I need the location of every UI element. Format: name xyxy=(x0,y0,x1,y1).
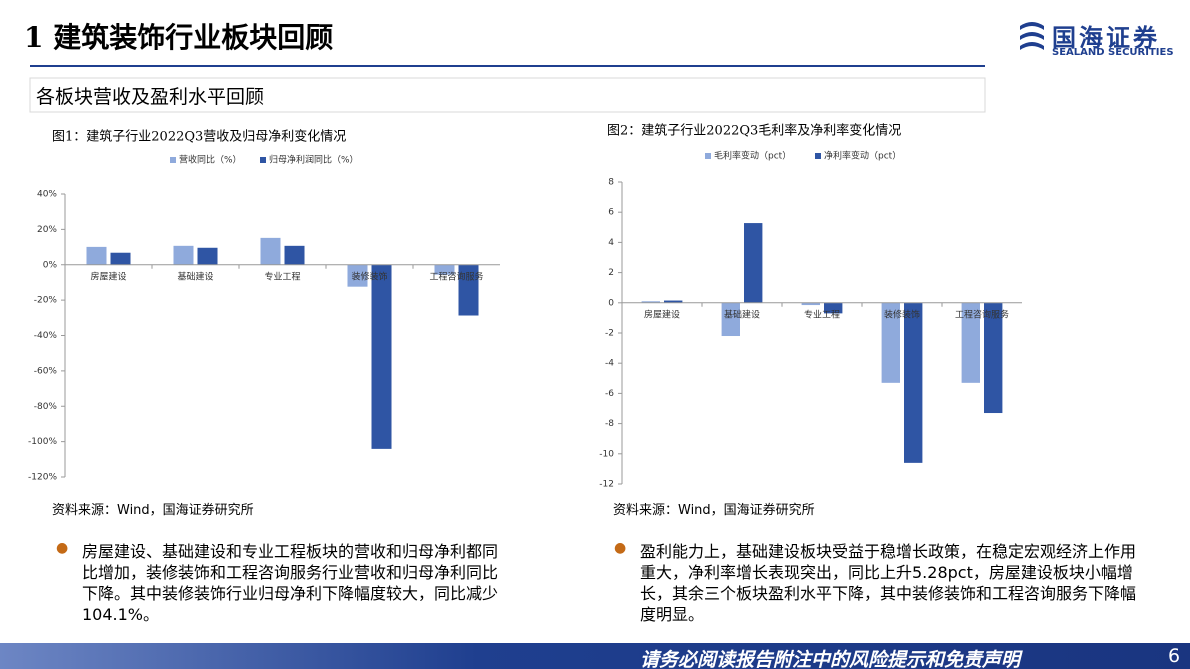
y-tick-label: -80% xyxy=(34,402,58,412)
x-tick-label: 装修装饰 xyxy=(884,308,920,320)
y-tick-label: -20% xyxy=(34,296,58,306)
y-tick-label: -12 xyxy=(599,480,614,490)
section-title: 各板块营收及盈利水平回顾 xyxy=(36,86,265,108)
chart-title: 图1：建筑子行业2022Q3营收及归母净利变化情况 xyxy=(52,129,346,145)
bullet-dot: ● xyxy=(614,540,627,556)
bar xyxy=(197,247,218,265)
y-tick-label: 0 xyxy=(608,298,614,308)
legend-label: 营收同比（%） xyxy=(179,154,242,166)
y-tick-label: -60% xyxy=(34,366,58,376)
footer-text: 请务必阅读报告附注中的风险提示和免责声明 xyxy=(640,649,1021,669)
bar xyxy=(961,302,980,383)
logo-name: 国海证券 xyxy=(1052,24,1160,52)
y-tick-label: -100% xyxy=(28,437,57,447)
bar xyxy=(641,301,660,303)
y-tick-label: -4 xyxy=(605,359,614,369)
logo-en: SEALAND SECURITIES xyxy=(1052,47,1174,58)
bar xyxy=(110,252,131,265)
bar xyxy=(173,245,194,265)
bar xyxy=(984,302,1003,414)
x-tick-label: 基础建设 xyxy=(177,270,213,282)
bar xyxy=(458,264,479,316)
bullet-text: 房屋建设、基础建设和专业工程板块的营收和归母净利都同比增加，装修装饰和工程咨询服… xyxy=(82,542,499,624)
legend-swatch xyxy=(260,157,266,163)
bullet-text: 盈利能力上，基础建设板块受益于稳增长政策，在稳定宏观经济上作用重大，净利率增长表… xyxy=(640,542,1137,624)
legend-swatch xyxy=(815,153,821,159)
legend-label: 净利率变动（pct） xyxy=(824,150,901,162)
bar xyxy=(260,237,281,265)
legend-label: 毛利率变动（pct） xyxy=(714,150,791,162)
x-tick-label: 房屋建设 xyxy=(90,270,126,282)
y-tick-label: -120% xyxy=(28,473,57,483)
legend-label: 归母净利润同比（%） xyxy=(269,154,359,166)
bar xyxy=(347,264,368,287)
bar xyxy=(371,264,392,449)
bar xyxy=(721,302,740,337)
bar xyxy=(434,264,455,275)
slide-title: 1 建筑装饰行业板块回顾 xyxy=(24,21,334,54)
y-tick-label: 40% xyxy=(37,190,57,200)
bar xyxy=(86,246,107,265)
x-tick-label: 工程咨询服务 xyxy=(955,308,1009,320)
x-tick-label: 工程咨询服务 xyxy=(429,270,483,282)
y-tick-label: 20% xyxy=(37,225,57,235)
x-tick-label: 专业工程 xyxy=(264,270,300,282)
section-box xyxy=(29,77,986,113)
x-tick-label: 基础建设 xyxy=(724,308,760,320)
bar xyxy=(744,223,763,303)
page-number: 6 xyxy=(1168,645,1181,667)
x-tick-label: 专业工程 xyxy=(804,308,840,320)
y-tick-label: -40% xyxy=(34,331,58,341)
y-tick-label: -8 xyxy=(605,419,614,429)
chart-title: 图2：建筑子行业2022Q3毛利率及净利率变化情况 xyxy=(607,123,901,139)
logo-mark xyxy=(1020,22,1044,50)
bullet-dot: ● xyxy=(56,540,69,556)
bar xyxy=(881,302,900,383)
y-tick-label: 4 xyxy=(608,238,614,248)
y-tick-label: -2 xyxy=(605,329,614,339)
legend-swatch xyxy=(705,153,711,159)
bar xyxy=(284,245,305,265)
legend-swatch xyxy=(170,157,176,163)
source: 资料来源：Wind，国海证券研究所 xyxy=(52,503,254,518)
bar xyxy=(824,302,843,314)
source: 资料来源：Wind，国海证券研究所 xyxy=(613,503,815,518)
y-tick-label: 8 xyxy=(608,178,614,188)
y-tick-label: 0% xyxy=(43,260,58,270)
bar xyxy=(801,302,820,306)
bar xyxy=(664,300,683,303)
y-tick-label: 6 xyxy=(608,208,614,218)
footer-bar xyxy=(0,643,1190,669)
y-tick-label: -6 xyxy=(605,389,614,399)
x-tick-label: 房屋建设 xyxy=(644,308,680,320)
y-tick-label: 2 xyxy=(608,268,614,278)
x-tick-label: 装修装饰 xyxy=(351,270,387,282)
bar xyxy=(904,302,923,463)
y-tick-label: -10 xyxy=(599,449,614,459)
